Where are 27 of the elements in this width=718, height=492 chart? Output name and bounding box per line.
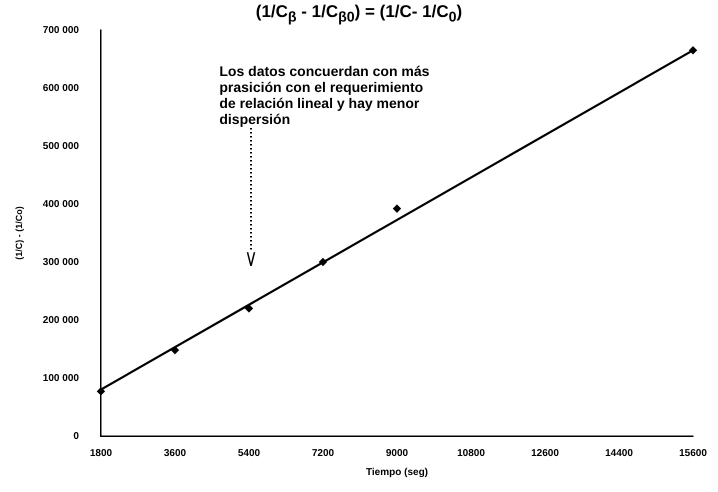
x-tick-label: 12600 (531, 448, 560, 459)
x-tick-label: 10800 (457, 448, 486, 459)
y-tick-label: 300 000 (42, 256, 80, 268)
x-tick-label: 3600 (164, 448, 187, 459)
y-tick-label: 700 000 (42, 24, 80, 36)
point (170, 346, 179, 354)
y-tick-label: 500 000 (42, 140, 80, 152)
annotation: Los datos concuerdan con más prasición con el requerimiento de relación lineal y hay menor dispersión (219, 62, 430, 127)
point (244, 304, 253, 312)
point (689, 46, 697, 54)
chart-title: (1/C$_{β}$ - 1/C$_{β0}$) = (1/C- 1/C$_{0}$) (254, 2, 464, 26)
point (392, 204, 401, 213)
x-tick-label: 9000 (386, 448, 409, 459)
y-tick-label: 600 000 (42, 82, 80, 94)
x-axis-title: Tiempo (seg) (366, 466, 428, 478)
x-tick-label: 15600 (679, 448, 708, 459)
x-tick-label: 7200 (312, 448, 335, 459)
point (318, 258, 327, 266)
y-tick-label: 0 (73, 430, 80, 442)
y-tick-label: 100 000 (42, 372, 80, 384)
x-tick-label: 1800 (90, 448, 113, 459)
y-tick-label: 200 000 (42, 314, 80, 326)
x-tick-label: 14400 (605, 448, 634, 459)
x-tick-label: 5400 (238, 448, 261, 459)
point (96, 387, 105, 396)
y-axis-title: (1/C) - (1/Co) (14, 206, 24, 260)
y-tick-label: 400 000 (42, 198, 80, 210)
